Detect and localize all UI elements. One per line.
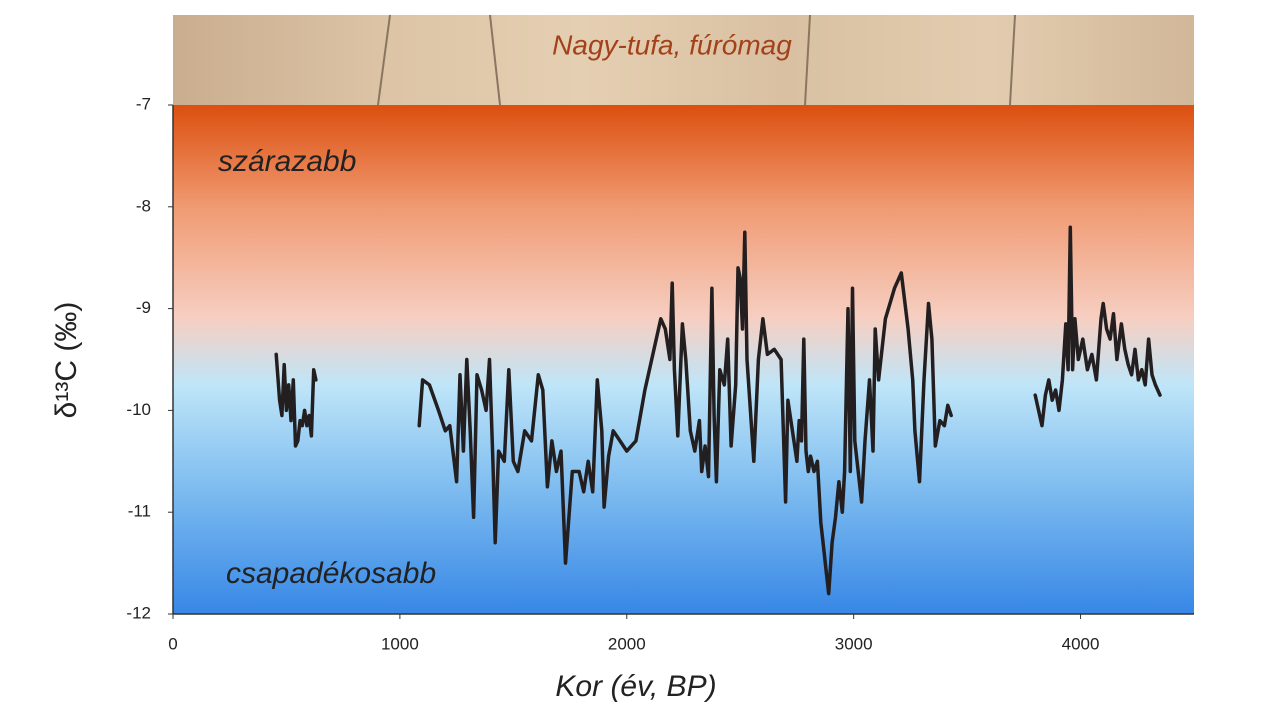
x-tick-label: 0 <box>168 634 177 653</box>
annotation: szárazabb <box>218 145 356 178</box>
y-tick-label: -8 <box>136 196 151 215</box>
core-photo <box>173 15 1194 105</box>
photo-label: Nagy-tufa, fúrómag <box>552 29 792 60</box>
annotation: csapadékosabb <box>226 557 436 590</box>
y-tick-label: -10 <box>126 400 151 419</box>
y-axis-label: δ¹³C (‰) <box>50 302 83 419</box>
x-axis-label: Kor (év, BP) <box>555 670 716 703</box>
core-cracks <box>377 14 1016 106</box>
y-tick-label: -9 <box>136 298 151 317</box>
x-tick-label: 2000 <box>608 634 646 653</box>
x-tick-label: 3000 <box>835 634 873 653</box>
data-line <box>274 225 1162 596</box>
y-tick-label: -7 <box>136 94 151 113</box>
plot-background <box>173 105 1194 614</box>
y-tick-label: -12 <box>126 603 151 622</box>
x-tick-label: 4000 <box>1062 634 1100 653</box>
x-tick-label: 1000 <box>381 634 419 653</box>
y-tick-label: -11 <box>128 502 151 521</box>
